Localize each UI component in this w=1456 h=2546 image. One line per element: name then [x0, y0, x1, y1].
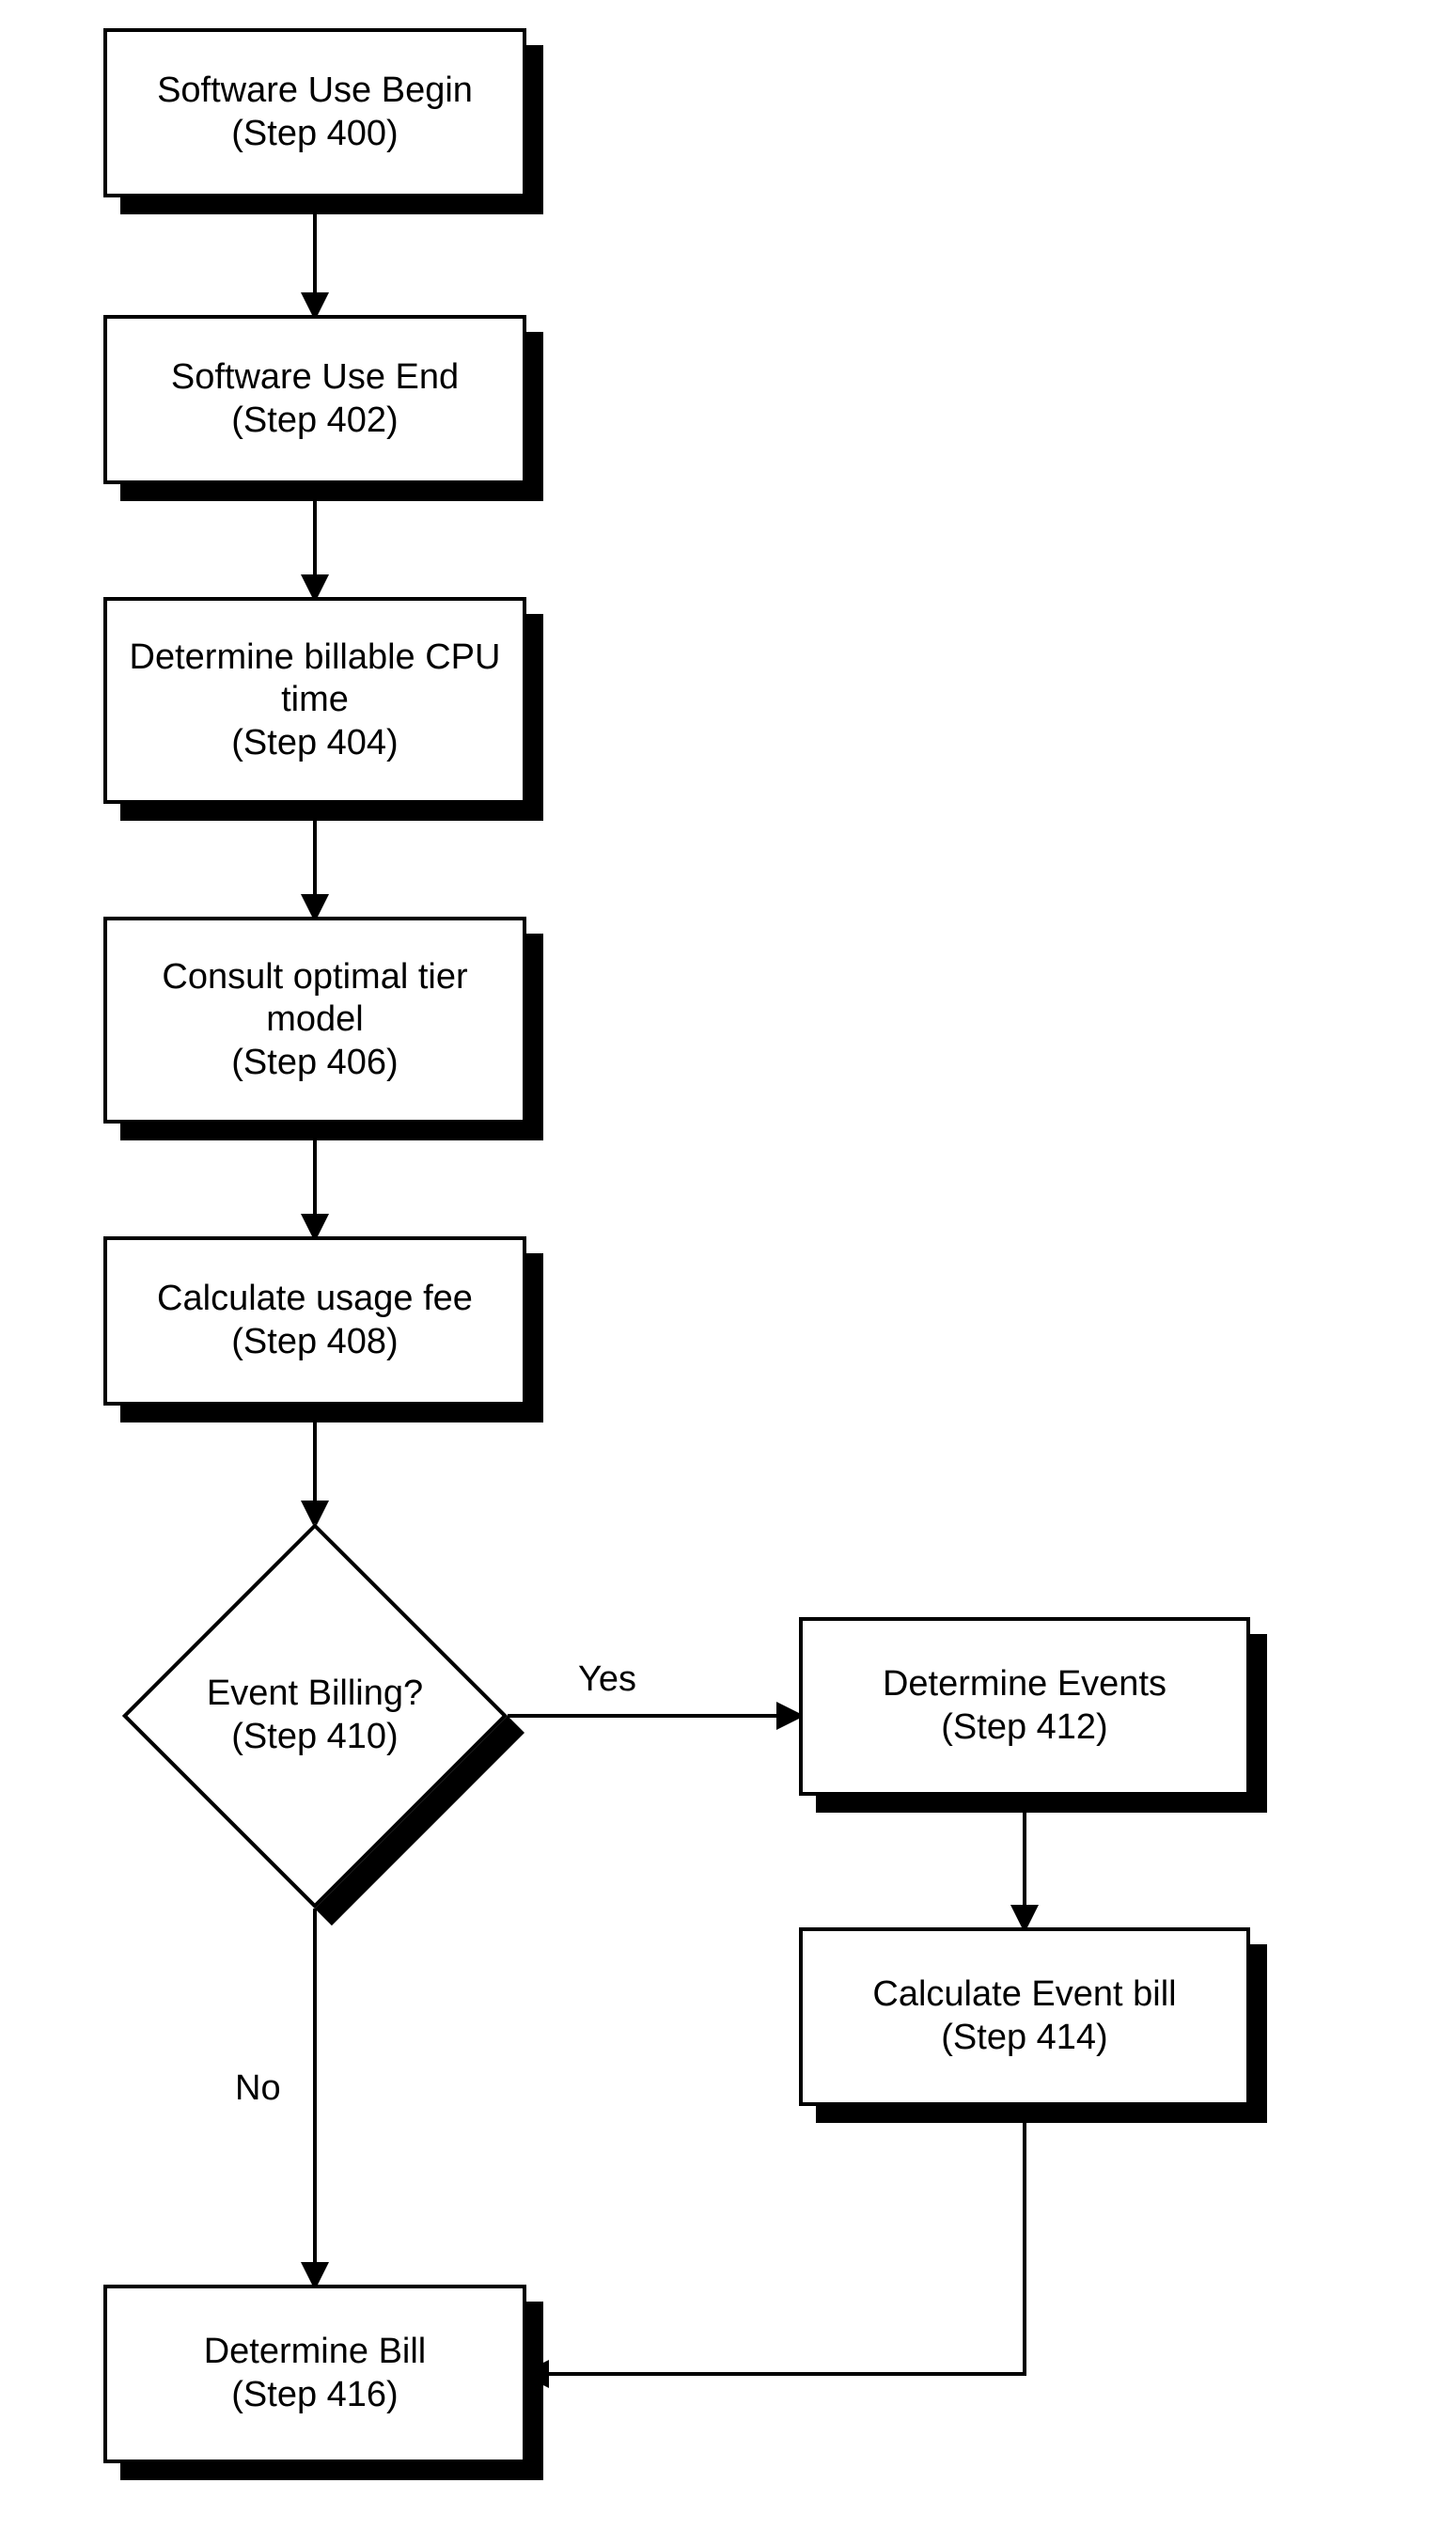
node-step: (Step 400) [231, 113, 398, 156]
node-step: (Step 406) [231, 1042, 398, 1085]
node-step: (Step 404) [231, 722, 398, 765]
node-title: Software Use Begin [157, 70, 473, 113]
node-box: Calculate usage fee(Step 408) [103, 1236, 526, 1406]
node-n408: Calculate usage fee(Step 408) [103, 1236, 543, 1422]
node-n416: Determine Bill(Step 416) [103, 2285, 543, 2480]
edge-label-no: No [235, 2068, 281, 2109]
edge-label-yes: Yes [578, 1659, 636, 1700]
node-text: Event Billing?(Step 410) [122, 1523, 508, 1909]
node-n400: Software Use Begin(Step 400) [103, 28, 543, 214]
node-box: Determine billable CPU time(Step 404) [103, 597, 526, 804]
node-n404: Determine billable CPU time(Step 404) [103, 597, 543, 821]
node-box: Software Use End(Step 402) [103, 315, 526, 484]
node-title: Calculate usage fee [157, 1278, 473, 1321]
node-box: Calculate Event bill(Step 414) [799, 1927, 1250, 2106]
node-step: (Step 410) [231, 1716, 398, 1759]
node-title: Consult optimal tier model [115, 956, 515, 1042]
node-title: Determine Events [883, 1663, 1166, 1706]
node-step: (Step 412) [941, 1706, 1107, 1750]
node-box: Determine Bill(Step 416) [103, 2285, 526, 2463]
node-n402: Software Use End(Step 402) [103, 315, 543, 501]
node-step: (Step 402) [231, 400, 398, 443]
node-title: Software Use End [171, 356, 459, 400]
node-n414: Calculate Event bill(Step 414) [799, 1927, 1267, 2123]
node-title: Determine Bill [204, 2331, 427, 2374]
node-title: Event Billing? [207, 1673, 423, 1716]
node-n406: Consult optimal tier model(Step 406) [103, 917, 543, 1140]
node-title: Calculate Event bill [872, 1973, 1176, 2017]
node-step: (Step 408) [231, 1321, 398, 1364]
node-box: Software Use Begin(Step 400) [103, 28, 526, 197]
node-box: Consult optimal tier model(Step 406) [103, 917, 526, 1124]
node-n412: Determine Events(Step 412) [799, 1617, 1267, 1813]
node-step: (Step 416) [231, 2374, 398, 2417]
node-title: Determine billable CPU time [115, 636, 515, 722]
edge-n414-n416 [526, 2106, 1025, 2374]
flowchart-canvas: Software Use Begin(Step 400)Software Use… [0, 0, 1456, 2546]
node-box: Determine Events(Step 412) [799, 1617, 1250, 1796]
node-step: (Step 414) [941, 2017, 1107, 2060]
